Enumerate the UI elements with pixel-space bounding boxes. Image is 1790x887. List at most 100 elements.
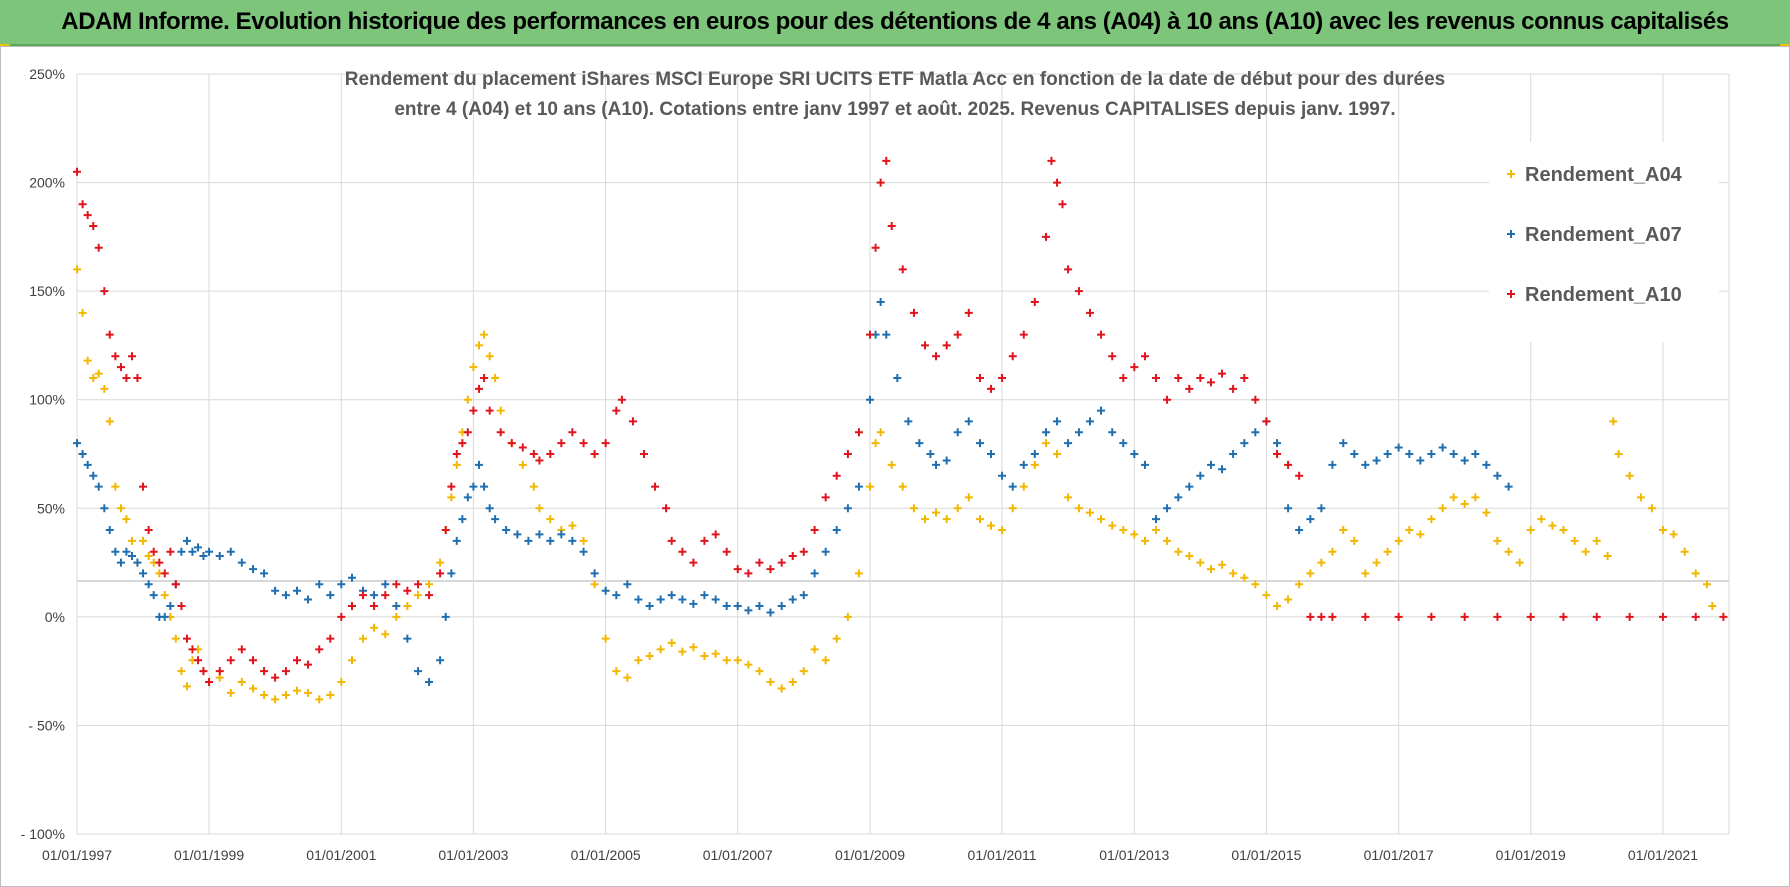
data-point xyxy=(116,558,125,567)
data-point xyxy=(1085,417,1094,426)
data-point xyxy=(1394,443,1403,452)
data-point xyxy=(1702,580,1711,589)
data-point xyxy=(133,558,142,567)
data-point xyxy=(491,515,500,524)
data-point xyxy=(188,547,197,556)
data-point xyxy=(226,688,235,697)
data-point xyxy=(1719,612,1728,621)
data-point xyxy=(755,602,764,610)
x-tick-label: 01/01/2005 xyxy=(571,847,641,863)
data-point xyxy=(667,638,676,647)
data-point xyxy=(73,167,81,176)
data-point xyxy=(183,682,192,691)
data-point xyxy=(601,586,610,595)
scatter-chart: 250% 200% 150% 100% 50% 0% - 50% - 100% 01/01/1… xyxy=(21,66,1730,863)
legend-label: Rendement_A10 xyxy=(1525,284,1682,306)
data-point xyxy=(1008,504,1017,513)
data-point xyxy=(799,591,808,600)
data-point xyxy=(1042,232,1051,241)
data-point xyxy=(1482,508,1491,517)
data-point xyxy=(1030,460,1039,469)
data-point xyxy=(744,569,753,578)
data-point xyxy=(810,526,819,534)
data-point xyxy=(590,450,599,458)
data-point xyxy=(1053,178,1062,187)
data-point xyxy=(166,547,175,556)
data-point xyxy=(832,526,841,534)
data-point xyxy=(441,612,450,621)
data-point xyxy=(480,374,489,382)
data-point xyxy=(485,352,494,361)
data-point xyxy=(1119,374,1128,382)
data-point xyxy=(1273,602,1282,610)
data-point xyxy=(83,460,92,469)
data-point xyxy=(535,456,544,465)
y-tick-label: 0% xyxy=(45,609,65,625)
data-point xyxy=(215,552,224,561)
data-point xyxy=(915,439,924,448)
data-point xyxy=(144,526,153,534)
data-point xyxy=(194,543,203,552)
data-point xyxy=(436,558,445,567)
data-point xyxy=(215,667,224,676)
data-point xyxy=(579,547,588,556)
data-point xyxy=(271,673,280,682)
data-point xyxy=(1152,515,1161,524)
data-point xyxy=(1658,612,1667,621)
data-point xyxy=(1449,493,1458,502)
data-point xyxy=(1504,547,1513,556)
data-point xyxy=(953,330,962,339)
data-point xyxy=(149,591,158,600)
data-point xyxy=(139,482,148,491)
data-point xyxy=(1229,569,1238,578)
data-point xyxy=(1218,369,1227,378)
data-point xyxy=(199,667,208,676)
data-point xyxy=(1185,552,1194,561)
data-point xyxy=(1108,352,1117,361)
data-point xyxy=(370,602,379,610)
data-point xyxy=(73,439,81,448)
data-point xyxy=(898,265,907,274)
data-point xyxy=(1548,521,1557,530)
data-point xyxy=(1207,460,1216,469)
data-point xyxy=(370,623,379,632)
data-point xyxy=(920,515,929,524)
data-point xyxy=(711,595,720,604)
data-point xyxy=(1229,384,1238,393)
data-point xyxy=(348,573,357,582)
data-point xyxy=(337,580,346,589)
data-point xyxy=(1427,450,1436,458)
data-point xyxy=(1053,450,1062,458)
data-point xyxy=(502,526,511,534)
x-tick-label: 01/01/2011 xyxy=(968,847,1037,863)
data-point xyxy=(1074,287,1083,296)
data-point xyxy=(1240,374,1249,382)
data-point xyxy=(1328,612,1337,621)
data-point xyxy=(78,200,87,209)
data-point xyxy=(617,395,626,404)
data-point xyxy=(810,569,819,578)
data-point xyxy=(1019,330,1028,339)
data-point xyxy=(667,591,676,600)
data-point xyxy=(89,374,98,382)
data-point xyxy=(843,612,852,621)
data-point xyxy=(183,634,192,643)
data-point xyxy=(271,695,280,704)
data-point xyxy=(942,515,951,524)
data-point xyxy=(507,439,516,448)
data-point xyxy=(766,565,775,574)
data-point xyxy=(612,667,621,676)
data-point xyxy=(249,684,258,693)
data-point xyxy=(1361,569,1370,578)
data-point xyxy=(160,569,169,578)
data-point xyxy=(414,580,423,589)
data-point xyxy=(293,686,302,695)
data-point xyxy=(810,645,819,654)
data-point xyxy=(1295,526,1304,534)
data-point xyxy=(876,428,885,437)
data-point xyxy=(304,660,313,669)
data-point xyxy=(987,384,996,393)
data-point xyxy=(1185,384,1194,393)
data-point xyxy=(546,515,555,524)
data-point xyxy=(381,630,390,639)
